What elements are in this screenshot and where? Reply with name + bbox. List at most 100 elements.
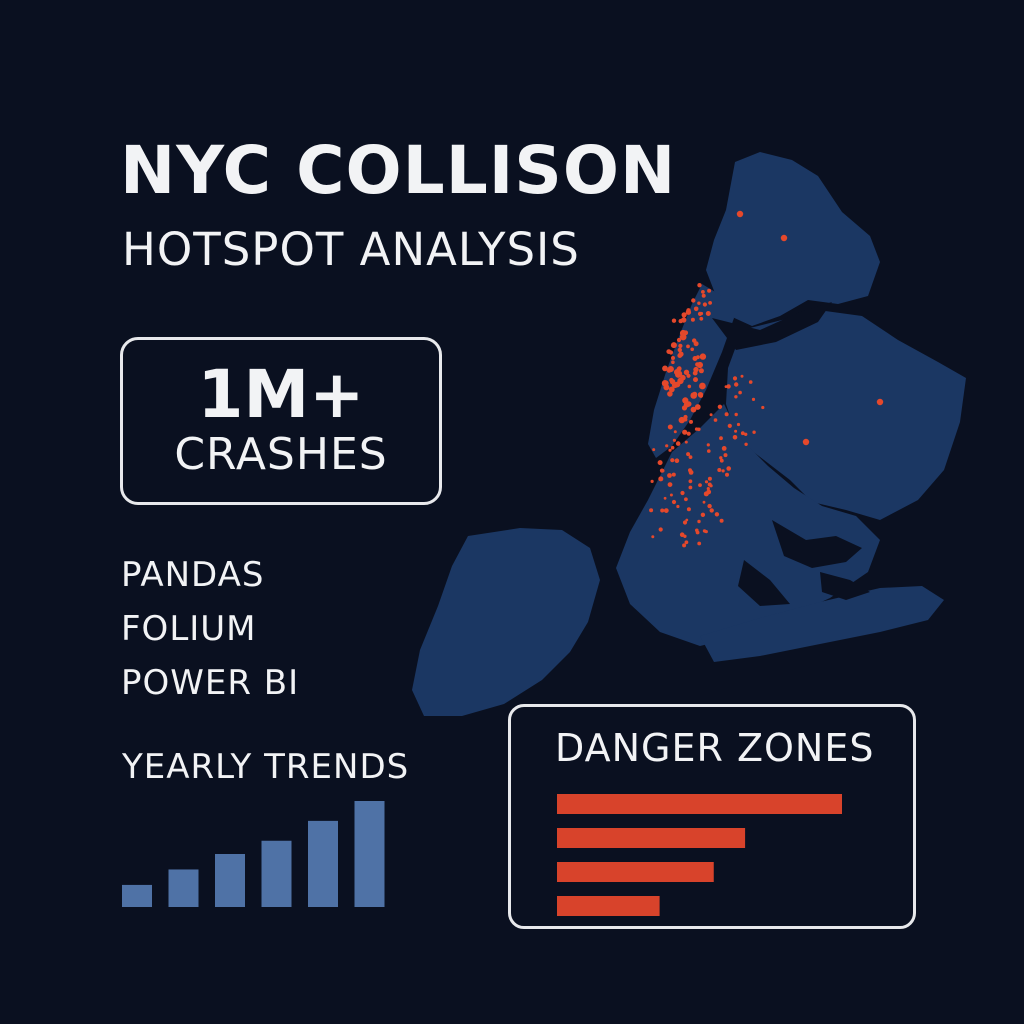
hotspot-dot xyxy=(721,446,727,451)
hotspot-dot xyxy=(740,431,745,436)
hotspot-dot xyxy=(681,312,687,318)
hotspot-dot xyxy=(676,337,682,343)
yearly-trends-title: YEARLY TRENDS xyxy=(122,747,410,787)
hotspot-dot xyxy=(699,316,704,321)
hotspot-dot xyxy=(678,416,685,424)
danger-bar-1 xyxy=(557,794,842,814)
hotspot-dot xyxy=(677,353,683,358)
hotspot-dot xyxy=(679,329,687,337)
hotspot-dot xyxy=(698,393,704,398)
hotspot-dot xyxy=(744,442,748,446)
hotspot-dot xyxy=(690,317,695,322)
hotspot-dot xyxy=(674,381,681,388)
hotspot-dot xyxy=(697,519,701,524)
hotspot-dot xyxy=(734,429,738,433)
hotspot-dot xyxy=(709,484,713,488)
hotspot-dot xyxy=(658,527,663,532)
hotspot-dot xyxy=(667,366,674,373)
hotspot-dot xyxy=(706,487,710,491)
crash-count-card: 1M+ CRASHES xyxy=(120,337,442,505)
hotspot-dot xyxy=(780,234,788,242)
danger-bar-2 xyxy=(557,828,746,848)
hotspot-dot xyxy=(686,344,690,349)
hotspot-dot xyxy=(732,435,738,440)
hotspot-dot xyxy=(717,468,722,472)
hotspot-dot xyxy=(682,543,687,548)
trend-bar-3 xyxy=(215,854,245,907)
hotspot-dot xyxy=(686,431,691,436)
bronx-region xyxy=(706,152,880,326)
hotspot-dot xyxy=(691,298,696,303)
hotspot-dot xyxy=(700,512,706,517)
hotspot-dot xyxy=(685,518,689,522)
manhattan-region xyxy=(648,284,734,458)
hotspot-dot xyxy=(671,472,676,477)
hotspot-dot xyxy=(702,500,706,504)
hotspot-dot xyxy=(726,384,731,389)
brooklyn-region xyxy=(616,404,880,646)
hotspot-dot xyxy=(651,535,655,539)
hotspot-dot xyxy=(683,369,690,375)
hotspot-dot xyxy=(668,386,675,393)
trend-bar-5 xyxy=(308,820,338,907)
hotspot-dot xyxy=(709,413,713,417)
hotspot-dot xyxy=(719,436,723,441)
hotspot-dot xyxy=(658,476,664,482)
hotspot-dot xyxy=(709,508,714,513)
hotspot-dot xyxy=(697,541,702,546)
hotspot-dot xyxy=(688,485,693,490)
hotspot-dot xyxy=(667,424,673,430)
hotspot-dot xyxy=(696,355,700,360)
tools-list: PANDAS FOLIUM POWER BI xyxy=(121,548,299,710)
queens-region xyxy=(726,310,966,520)
trend-bar-4 xyxy=(261,840,292,907)
hotspot-dot xyxy=(740,374,744,378)
hotspot-dot xyxy=(671,499,677,505)
hotspot-dot xyxy=(695,530,700,535)
hotspot-dot xyxy=(725,472,729,477)
hotspot-dot xyxy=(701,290,705,294)
hotspot-dot xyxy=(688,479,693,484)
hotspot-dot xyxy=(676,504,680,509)
hotspot-dot xyxy=(680,374,686,381)
hotspot-dot xyxy=(669,379,676,385)
hotspot-dot xyxy=(688,468,692,473)
hotspot-dot xyxy=(723,453,728,458)
hotspot-dot xyxy=(698,483,702,487)
hotspot-dot xyxy=(682,429,688,435)
hotspot-dot xyxy=(701,293,706,298)
hotspot-dot xyxy=(704,530,707,533)
hotspot-dot xyxy=(675,370,683,378)
hotspot-dot xyxy=(734,412,738,417)
danger-zones-card: DANGER ZONES xyxy=(508,704,916,929)
hotspot-dot xyxy=(707,476,712,481)
tool-item-folium: FOLIUM xyxy=(121,609,257,649)
hotspot-dot xyxy=(663,508,669,513)
danger-zones-title: DANGER ZONES xyxy=(555,726,875,770)
hotspot-dot xyxy=(697,283,702,288)
hotspot-dot xyxy=(663,496,667,500)
hotspot-dot xyxy=(689,419,693,424)
hotspot-dot xyxy=(699,382,706,390)
hotspot-dot xyxy=(721,469,725,473)
hotspot-dot xyxy=(703,491,709,497)
hotspot-dot xyxy=(802,438,810,446)
hotspot-dot xyxy=(659,468,665,473)
hotspot-dot xyxy=(693,341,699,347)
tool-item-pandas: PANDAS xyxy=(121,555,265,595)
hotspot-dot xyxy=(670,458,675,463)
hotspot-dot xyxy=(657,460,663,466)
hotspot-dot xyxy=(650,479,654,483)
hotspot-dot xyxy=(662,365,668,372)
hotspot-dot xyxy=(678,318,683,324)
hotspot-dot xyxy=(674,458,680,464)
hotspot-dot xyxy=(752,430,756,434)
hotspot-dot xyxy=(734,382,739,387)
hotspot-dot xyxy=(692,391,698,397)
hotspot-dot xyxy=(724,412,729,417)
hotspot-dot xyxy=(706,443,710,447)
hotspot-dot xyxy=(714,512,720,517)
hotspot-dot xyxy=(666,349,672,354)
hotspot-dot xyxy=(672,438,677,442)
crash-count-label: CRASHES xyxy=(174,429,388,481)
